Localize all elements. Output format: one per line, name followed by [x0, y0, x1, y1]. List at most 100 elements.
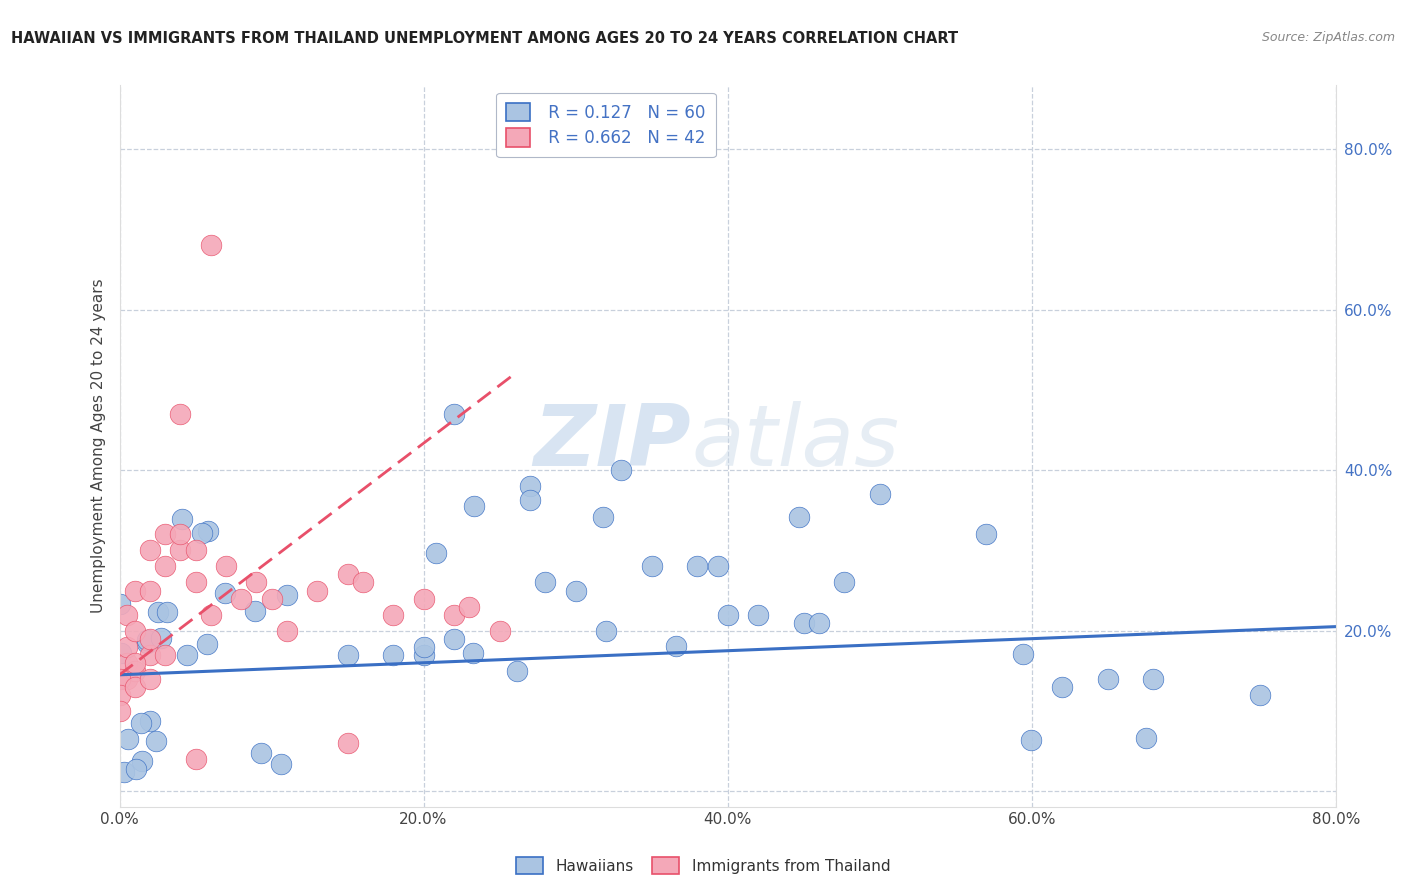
Point — [270, 756, 292, 771]
Point — [336, 648, 359, 662]
Point — [787, 509, 810, 524]
Point — [592, 510, 614, 524]
Point — [139, 632, 162, 646]
Point — [747, 607, 769, 622]
Point — [153, 527, 176, 541]
Point — [974, 527, 997, 541]
Point — [197, 524, 219, 539]
Point — [115, 656, 138, 670]
Point — [534, 575, 557, 590]
Point — [108, 672, 131, 686]
Point — [307, 583, 329, 598]
Point — [352, 575, 374, 590]
Point — [115, 672, 138, 686]
Point — [1142, 672, 1164, 686]
Point — [124, 624, 146, 638]
Point — [200, 607, 222, 622]
Point — [488, 624, 510, 638]
Point — [443, 407, 465, 421]
Point — [595, 624, 617, 638]
Point — [153, 559, 176, 574]
Point — [153, 648, 176, 662]
Y-axis label: Unemployment Among Ages 20 to 24 years: Unemployment Among Ages 20 to 24 years — [91, 278, 107, 614]
Point — [115, 607, 138, 622]
Point — [260, 591, 283, 606]
Point — [665, 639, 688, 653]
Point — [170, 512, 193, 526]
Point — [110, 646, 132, 660]
Point — [1135, 731, 1157, 745]
Point — [243, 604, 266, 618]
Point — [125, 762, 148, 776]
Text: atlas: atlas — [692, 401, 898, 483]
Point — [276, 624, 298, 638]
Point — [150, 631, 173, 645]
Point — [412, 648, 434, 662]
Point — [869, 487, 891, 501]
Point — [610, 463, 633, 477]
Point — [131, 754, 153, 768]
Point — [250, 746, 273, 760]
Point — [115, 640, 138, 654]
Point — [124, 583, 146, 598]
Point — [519, 479, 541, 493]
Point — [124, 680, 146, 694]
Point — [443, 632, 465, 646]
Point — [458, 599, 481, 614]
Point — [139, 583, 162, 598]
Point — [136, 636, 159, 650]
Point — [108, 704, 131, 718]
Text: HAWAIIAN VS IMMIGRANTS FROM THAILAND UNEMPLOYMENT AMONG AGES 20 TO 24 YEARS CORR: HAWAIIAN VS IMMIGRANTS FROM THAILAND UNE… — [11, 31, 959, 46]
Point — [169, 543, 191, 558]
Point — [156, 606, 179, 620]
Point — [463, 647, 485, 661]
Point — [184, 543, 207, 558]
Point — [564, 583, 586, 598]
Point — [215, 559, 238, 574]
Point — [139, 714, 162, 728]
Point — [139, 672, 162, 686]
Text: ZIP: ZIP — [533, 401, 692, 483]
Point — [412, 591, 434, 606]
Point — [117, 731, 139, 746]
Point — [124, 664, 146, 678]
Point — [176, 648, 198, 662]
Point — [1019, 732, 1042, 747]
Point — [506, 665, 529, 679]
Point — [443, 607, 465, 622]
Point — [169, 407, 191, 421]
Point — [640, 559, 662, 574]
Point — [1012, 647, 1035, 661]
Point — [382, 607, 405, 622]
Point — [135, 632, 157, 647]
Point — [145, 733, 167, 747]
Point — [707, 558, 730, 573]
Text: Source: ZipAtlas.com: Source: ZipAtlas.com — [1261, 31, 1395, 45]
Point — [793, 615, 815, 630]
Legend: Hawaiians, Immigrants from Thailand: Hawaiians, Immigrants from Thailand — [509, 851, 897, 880]
Point — [184, 575, 207, 590]
Point — [148, 605, 170, 619]
Point — [1249, 688, 1271, 702]
Point — [231, 591, 253, 606]
Point — [245, 575, 267, 590]
Point — [425, 546, 447, 560]
Point — [336, 736, 359, 750]
Point — [139, 543, 162, 558]
Point — [336, 567, 359, 582]
Point — [169, 527, 191, 541]
Point — [139, 648, 162, 662]
Legend:  R = 0.127   N = 60,  R = 0.662   N = 42: R = 0.127 N = 60, R = 0.662 N = 42 — [496, 93, 716, 157]
Point — [108, 688, 131, 702]
Point — [832, 574, 855, 589]
Point — [519, 493, 541, 508]
Point — [382, 648, 405, 662]
Point — [129, 716, 152, 731]
Point — [412, 640, 434, 654]
Point — [1050, 680, 1073, 694]
Point — [686, 559, 709, 574]
Point — [214, 586, 236, 600]
Point — [717, 607, 740, 622]
Point — [124, 656, 146, 670]
Point — [807, 615, 830, 630]
